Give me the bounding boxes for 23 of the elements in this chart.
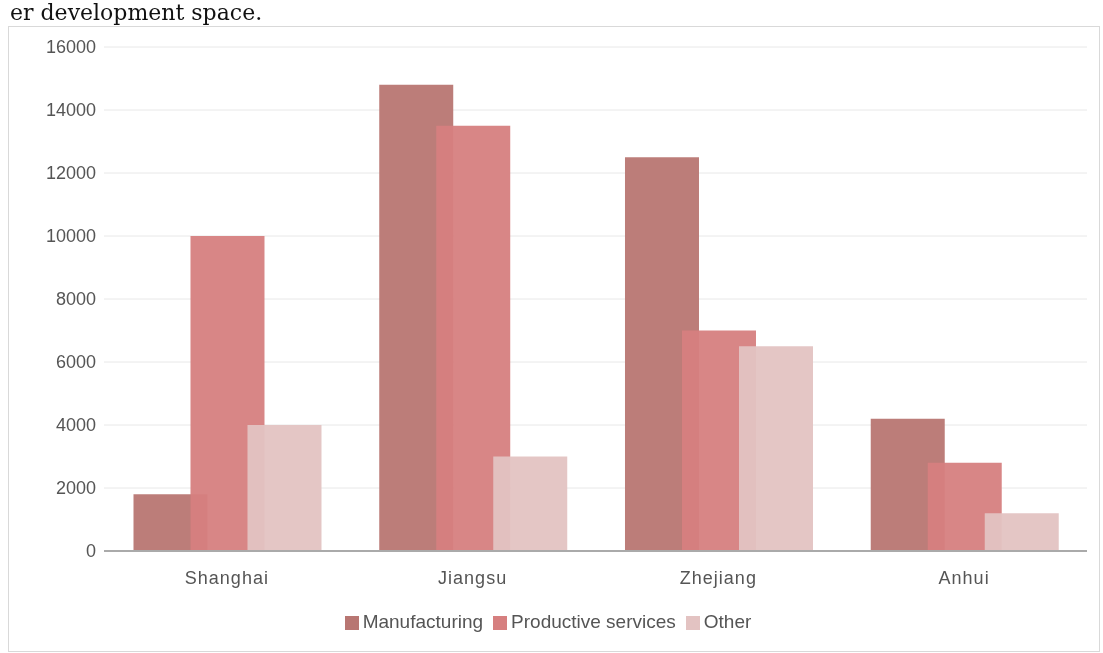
y-tick-label: 4000: [55, 415, 96, 436]
y-tick-label: 6000: [55, 352, 96, 373]
bar: [984, 513, 1059, 551]
y-tick-label: 14000: [45, 100, 96, 121]
x-tick-label: Zhejiang: [679, 567, 757, 588]
bar: [493, 456, 568, 551]
y-tick-label: 0: [85, 541, 96, 562]
text: er development space.: [9, 0, 264, 26]
legend-label: Other: [703, 611, 752, 632]
y-tick-label: 16000: [45, 37, 96, 58]
bar: [738, 346, 813, 551]
legend-label: Manufacturing: [362, 611, 484, 632]
bar: [436, 125, 511, 551]
x-tick-label: Shanghai: [184, 567, 269, 588]
x-tick-label: Anhui: [938, 567, 990, 588]
y-tick-label: 10000: [45, 226, 96, 247]
y-tick-label: 2000: [55, 478, 96, 499]
legend-label: Productive services: [511, 611, 676, 632]
x-tick-label: Jiangsu: [438, 567, 508, 588]
y-tick-label: 12000: [45, 163, 96, 184]
y-tick-label: 8000: [55, 289, 96, 310]
bar: [247, 425, 322, 551]
bar: [190, 236, 265, 551]
